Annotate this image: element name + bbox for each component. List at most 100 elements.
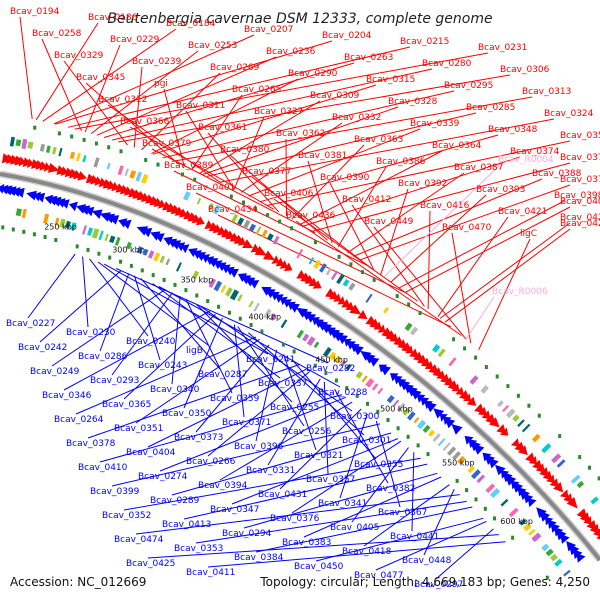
reverse-gene-arrow: [79, 205, 91, 215]
reverse-cog-block: [43, 213, 50, 224]
reverse-gene-label: Bcav_0357: [306, 475, 355, 485]
callout-line: [171, 432, 392, 496]
callout-line: [295, 220, 462, 336]
reverse-gene-label: Bcav_0367: [378, 508, 427, 518]
callout-line: [191, 94, 243, 170]
callout-line: [183, 317, 223, 409]
forward-gene-label: Bcav_0285: [466, 103, 515, 113]
forward-gene-arrow: [500, 427, 509, 436]
reverse-cog-block: [91, 228, 100, 239]
reverse-gene-arrow: [568, 544, 580, 556]
forward-cog-block: [82, 155, 87, 163]
inner-marker: [54, 238, 58, 242]
reverse-gene-label: Bcav_0243: [138, 361, 187, 371]
forward-cog-block: [365, 293, 373, 303]
forward-gene-arrow: [271, 255, 280, 264]
forward-cog-block: [231, 214, 238, 223]
reverse-gene-arrow: [56, 198, 66, 208]
reverse-gene-label: Bcav_0365: [102, 400, 151, 410]
callout-line: [85, 82, 180, 165]
rna-callout-line: [465, 296, 495, 340]
reverse-cog-block: [208, 278, 216, 288]
forward-gene-arrow: [566, 497, 578, 509]
forward-gene-label: Bcav_0239: [132, 57, 182, 67]
outer-marker: [537, 413, 541, 418]
reverse-cog-block: [528, 528, 536, 536]
reverse-gene-arrow: [264, 288, 276, 299]
reverse-cog-block: [296, 329, 304, 339]
forward-cog-block: [342, 279, 350, 287]
inner-marker: [376, 409, 380, 414]
forward-gene-arrow: [451, 383, 460, 392]
forward-gene-arrow: [357, 310, 368, 320]
forward-gene-arrow: [349, 304, 362, 315]
outer-marker: [82, 137, 86, 142]
forward-gene-arrow: [463, 393, 471, 402]
forward-gene-label: Bcav_0328: [388, 97, 438, 107]
callout-line: [53, 34, 255, 125]
reverse-cog-block: [563, 569, 571, 577]
forward-gene-arrow: [424, 360, 434, 370]
reverse-gene-arrow: [301, 311, 312, 321]
reverse-cog-block: [541, 543, 550, 552]
forward-gene-label: Bcav_0398: [554, 191, 600, 201]
reverse-gene-arrow: [337, 334, 348, 345]
callout-line: [97, 261, 209, 346]
reverse-gene-label: Bcav_0382: [366, 484, 415, 494]
reverse-cog-block: [328, 351, 337, 361]
callout-line: [171, 296, 181, 385]
forward-cog-block: [319, 263, 327, 273]
reverse-gene-arrow: [379, 365, 391, 376]
reverse-gene-arrow: [275, 294, 284, 303]
callout-line: [312, 162, 571, 232]
callout-line: [358, 184, 571, 261]
forward-cog-block: [330, 270, 339, 281]
forward-gene-label: Bcav_0229: [110, 35, 160, 45]
reverse-gene-arrow: [141, 228, 153, 238]
reverse-cog-block: [82, 225, 87, 235]
forward-cog-block: [45, 145, 51, 153]
reverse-cog-block: [302, 333, 310, 342]
reverse-gene-label: Bcav_0384: [234, 553, 284, 563]
forward-cog-block: [272, 235, 280, 245]
outer-marker: [193, 177, 197, 182]
reverse-gene-arrow: [136, 226, 149, 236]
forward-gene-label: Bcav_0194: [10, 7, 60, 17]
reverse-cog-block: [371, 383, 379, 391]
reverse-cog-block: [192, 270, 200, 280]
scale-label: 250 kbp: [44, 223, 77, 232]
outer-marker: [484, 365, 488, 369]
callout-line: [217, 214, 451, 328]
outer-marker: [506, 384, 510, 389]
forward-gene-label: Bcav_0401: [186, 183, 235, 193]
inner-marker: [195, 293, 199, 298]
forward-cog-block: [183, 191, 191, 201]
callout-line: [185, 110, 235, 190]
callout-line: [151, 78, 299, 155]
reverse-cog-block: [428, 429, 436, 437]
reverse-gene-label: Bcav_0396: [234, 442, 284, 452]
inner-marker: [119, 259, 123, 264]
outer-marker: [33, 125, 37, 130]
forward-gene-label: Bcav_0375: [560, 153, 600, 163]
reverse-gene-label: Bcav_0274: [138, 472, 188, 482]
reverse-cog-block: [59, 218, 66, 228]
forward-cog-block: [556, 459, 566, 468]
callout-line: [135, 494, 460, 535]
reverse-gene-label: Bcav_0255: [270, 403, 319, 413]
forward-cog-block: [58, 147, 63, 157]
forward-gene-label: Bcav_0424: [560, 213, 600, 223]
forward-gene-label: Bcav_0374: [510, 147, 560, 157]
callout-line: [196, 304, 293, 403]
reverse-gene-label: Bcav_0341: [318, 499, 367, 509]
forward-gene-arrow: [489, 417, 500, 428]
scale-label: 500 kbp: [380, 405, 413, 414]
callout-line: [375, 520, 487, 571]
forward-gene-label: Bcav_0393: [476, 185, 525, 195]
forward-gene-arrow: [333, 293, 342, 302]
outer-marker: [144, 158, 148, 162]
reverse-gene-label: Bcav_0411: [186, 568, 235, 578]
forward-gene-label: Bcav_0348: [488, 125, 538, 135]
forward-cog-block: [27, 141, 34, 149]
outer-marker: [57, 131, 61, 136]
